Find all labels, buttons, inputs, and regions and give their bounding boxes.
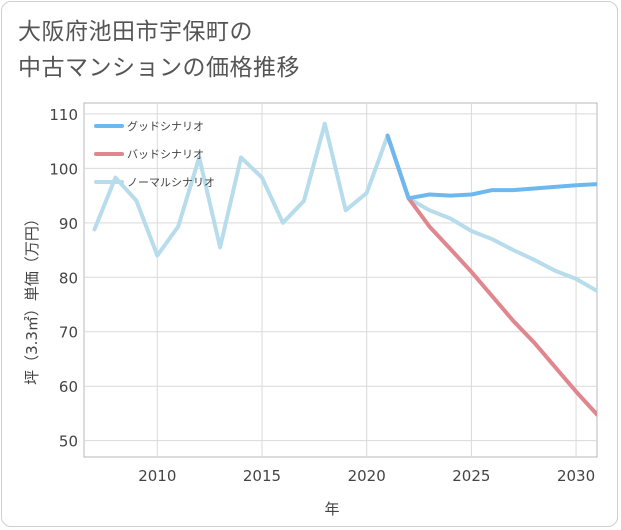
x-tick-label-2025: 2025 [452, 467, 490, 485]
x-tick-label-2015: 2015 [243, 467, 281, 485]
y-tick-label-90: 90 [59, 215, 78, 233]
grid-lines [84, 103, 597, 457]
series-line-1 [385, 133, 597, 201]
legend-label-1: グッドシナリオ [127, 119, 204, 133]
legend-label-3: ノーマルシナリオ [127, 176, 215, 189]
y-tick-label-100: 100 [49, 160, 78, 178]
y-tick-label-80: 80 [59, 269, 78, 287]
x-tick-label-2030: 2030 [557, 467, 595, 485]
x-tick-label-2010: 2010 [138, 467, 176, 485]
series-line-3 [92, 121, 597, 293]
chart-title: 大阪府池田市宇保町の 中古マンションの価格推移 [18, 14, 300, 86]
x-axis-ticks: 2010 2015 2020 2025 2030 [138, 467, 595, 485]
y-tick-label-110: 110 [49, 106, 78, 124]
y-axis-ticks: 50 60 70 80 90 100 110 [49, 106, 78, 451]
series-line-2 [385, 133, 597, 417]
chart-title-line-1: 大阪府池田市宇保町の [18, 19, 253, 45]
plot-area [83, 102, 598, 458]
chart-title-line-2: 中古マンションの価格推移 [18, 55, 300, 81]
x-axis-title: 年 [324, 500, 339, 518]
y-tick-label-50: 50 [59, 433, 78, 451]
y-tick-label-70: 70 [59, 324, 78, 342]
legend-label-2: バッドシナリオ [127, 148, 204, 161]
y-tick-label-60: 60 [59, 378, 78, 396]
y-axis-title: 坪（3.3㎡）単価（万円） [23, 211, 41, 385]
series-layer [92, 121, 597, 417]
x-tick-label-2020: 2020 [348, 467, 386, 485]
